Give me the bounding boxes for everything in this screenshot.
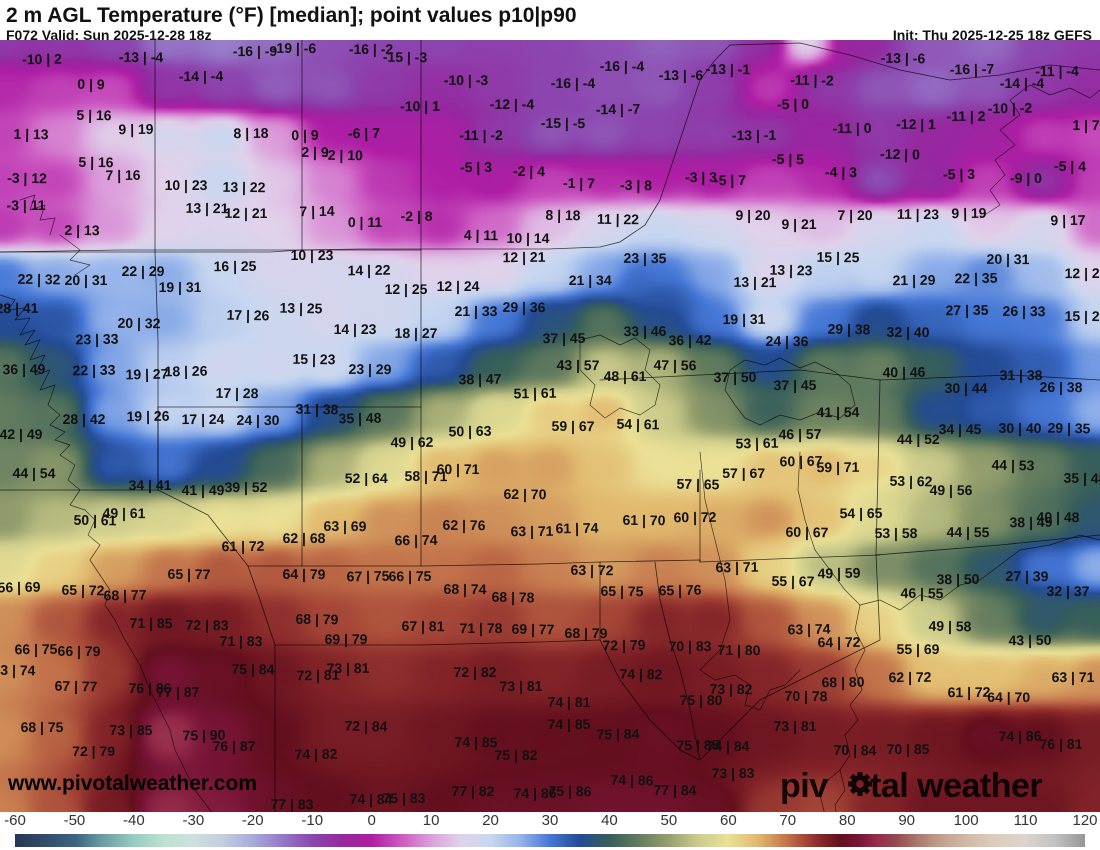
- svg-text:piv: piv: [780, 767, 828, 805]
- svg-text:tal weather: tal weather: [870, 767, 1042, 805]
